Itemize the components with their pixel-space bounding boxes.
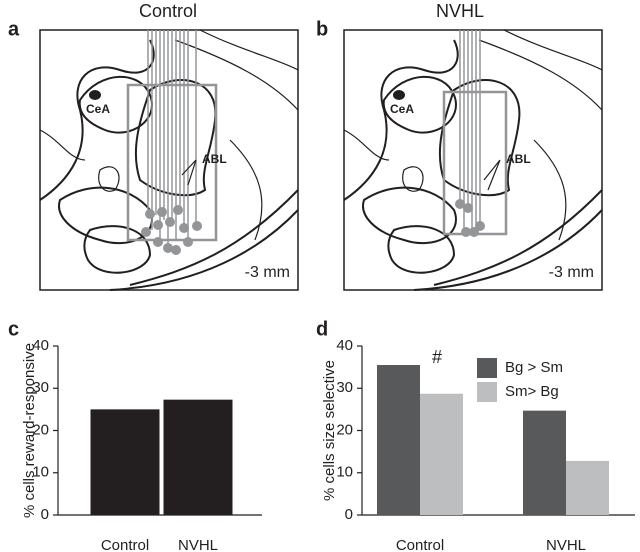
y-tick-label: 20 [336, 421, 353, 438]
y-tick-label: 40 [32, 337, 49, 354]
y-tick-label: 0 [345, 506, 353, 523]
region-label: ABL [202, 152, 227, 166]
x-tick-label: NVHL [546, 537, 586, 552]
y-tick-label: 30 [336, 379, 353, 396]
recorded-cells [455, 199, 485, 237]
bar [90, 409, 160, 515]
region-label: ABL [506, 152, 531, 166]
brain-diagram [39, 29, 299, 291]
scale-label: -3 mm [549, 264, 594, 281]
y-tick-label: 10 [32, 464, 49, 481]
x-tick-label: Control [101, 537, 149, 552]
electrode-tracks [147, 30, 197, 245]
y-tick-label: 20 [32, 421, 49, 438]
electrode-tracks [459, 30, 481, 232]
panel-title: NVHL [436, 1, 484, 21]
panel-label: d [316, 318, 328, 340]
y-tick-label: 10 [336, 464, 353, 481]
y-tick-label: 30 [32, 379, 49, 396]
y-tick-label: 0 [41, 506, 49, 523]
bar [420, 393, 463, 515]
bar [163, 399, 233, 515]
legend-label: Sm> Bg [505, 383, 559, 400]
panel-label: c [8, 318, 19, 340]
panel-label: b [316, 18, 328, 40]
legend-swatch [477, 358, 497, 378]
bar [523, 410, 566, 515]
x-tick-label: Control [396, 537, 444, 552]
scale-label: -3 mm [245, 264, 290, 281]
panel-label: a [8, 18, 20, 40]
y-tick-label: 40 [336, 337, 353, 354]
legend-label: Bg > Sm [505, 359, 563, 376]
region-label: CeA [390, 102, 414, 116]
recording-box [126, 83, 218, 242]
panel-title: Control [139, 1, 197, 21]
y-axis-label: % cells size selective [321, 360, 338, 501]
bar [377, 365, 420, 515]
legend-swatch [477, 382, 497, 402]
region-label: CeA [86, 102, 110, 116]
bar [566, 460, 609, 515]
brain-diagram [343, 29, 603, 291]
x-tick-label: NVHL [178, 537, 218, 552]
annotation: # [432, 347, 442, 367]
recorded-cells [141, 205, 202, 255]
y-axis-label: % cells reward-responsive [21, 343, 38, 518]
recording-box [442, 90, 508, 236]
